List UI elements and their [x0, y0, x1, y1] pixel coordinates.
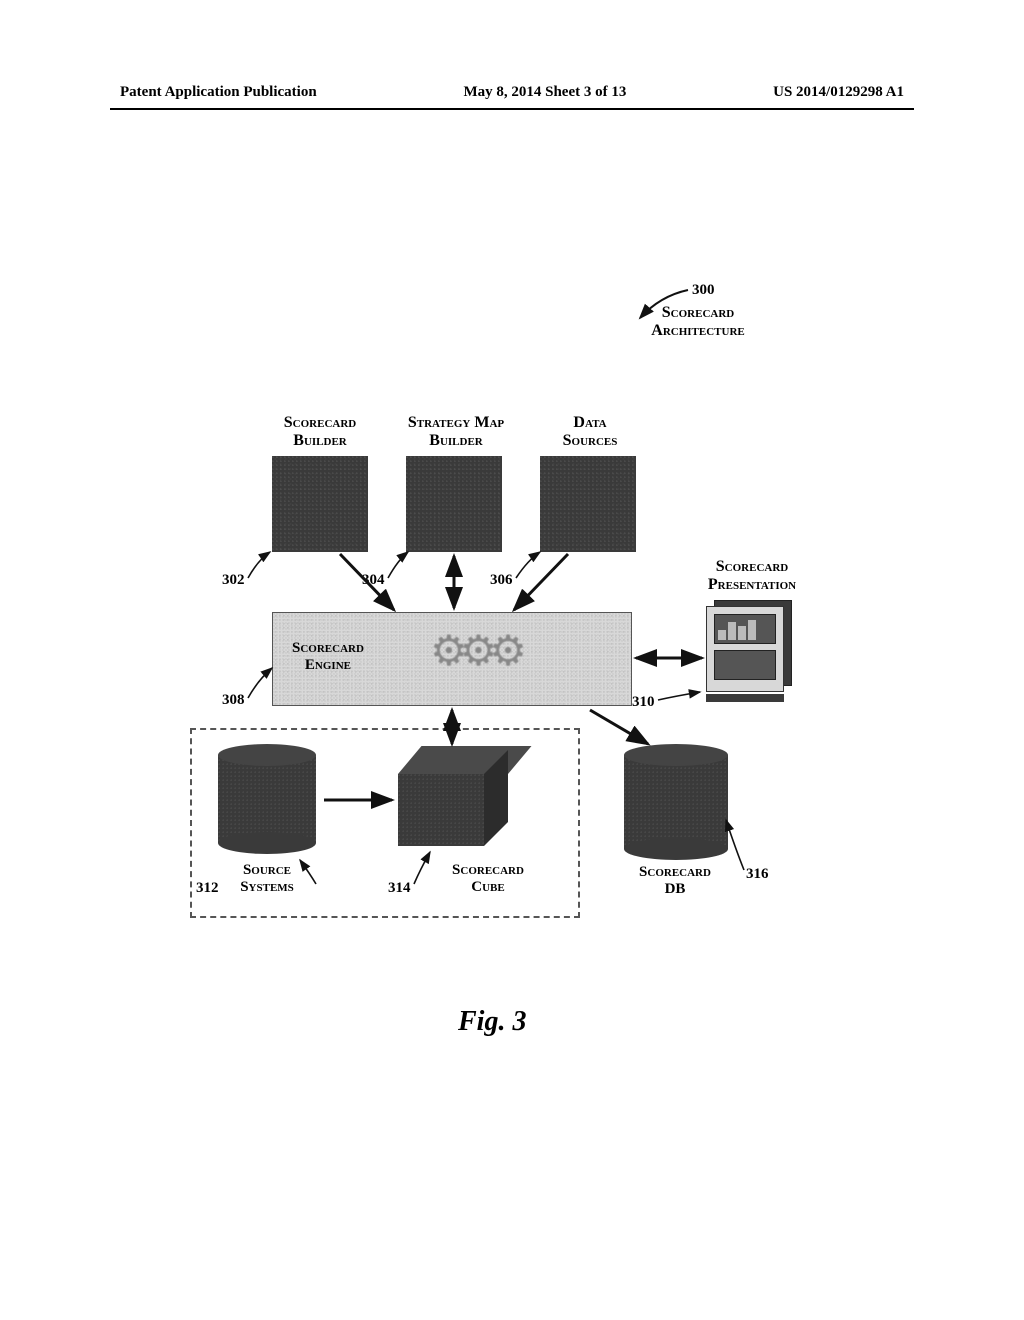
scorecard-cube-label: Scorecard Cube [428, 862, 548, 897]
source-systems-cylinder [218, 744, 316, 854]
title-line1: Scorecard [662, 304, 734, 321]
strategy-map-builder-label: Strategy Map Builder [386, 414, 526, 451]
scorecard-db-cylinder [624, 744, 728, 860]
ref-num-306: 306 [490, 572, 513, 589]
scorecard-cube [398, 746, 508, 846]
ref-num-302: 302 [222, 572, 245, 589]
title-label: Scorecard Architecture [628, 304, 768, 341]
scorecard-builder-box [272, 456, 368, 552]
ref-num-316: 316 [746, 866, 769, 883]
title-line2: Architecture [651, 322, 744, 339]
scorecard-builder-label: Scorecard Builder [254, 414, 386, 451]
data-sources-label: Data Sources [530, 414, 650, 451]
source-systems-label: Source Systems [222, 862, 312, 897]
ref-num-312: 312 [196, 880, 219, 897]
data-sources-box [540, 456, 636, 552]
gears-icon: ⚙⚙⚙ [430, 626, 519, 676]
ref-num-314: 314 [388, 880, 411, 897]
ref-num-308: 308 [222, 692, 245, 709]
diagram: 300 Scorecard Architecture Scorecard Bui… [0, 0, 1024, 1320]
scorecard-presentation-icon [706, 600, 792, 696]
strategy-map-builder-box [406, 456, 502, 552]
figure-caption: Fig. 3 [458, 1006, 526, 1038]
scorecard-presentation-label: Scorecard Presentation [672, 558, 832, 595]
ref-num-304: 304 [362, 572, 385, 589]
ref-num-310: 310 [632, 694, 655, 711]
scorecard-engine-label: Scorecard Engine [292, 640, 364, 675]
ref-num-300: 300 [692, 282, 715, 299]
scorecard-db-label: Scorecard DB [610, 864, 740, 899]
